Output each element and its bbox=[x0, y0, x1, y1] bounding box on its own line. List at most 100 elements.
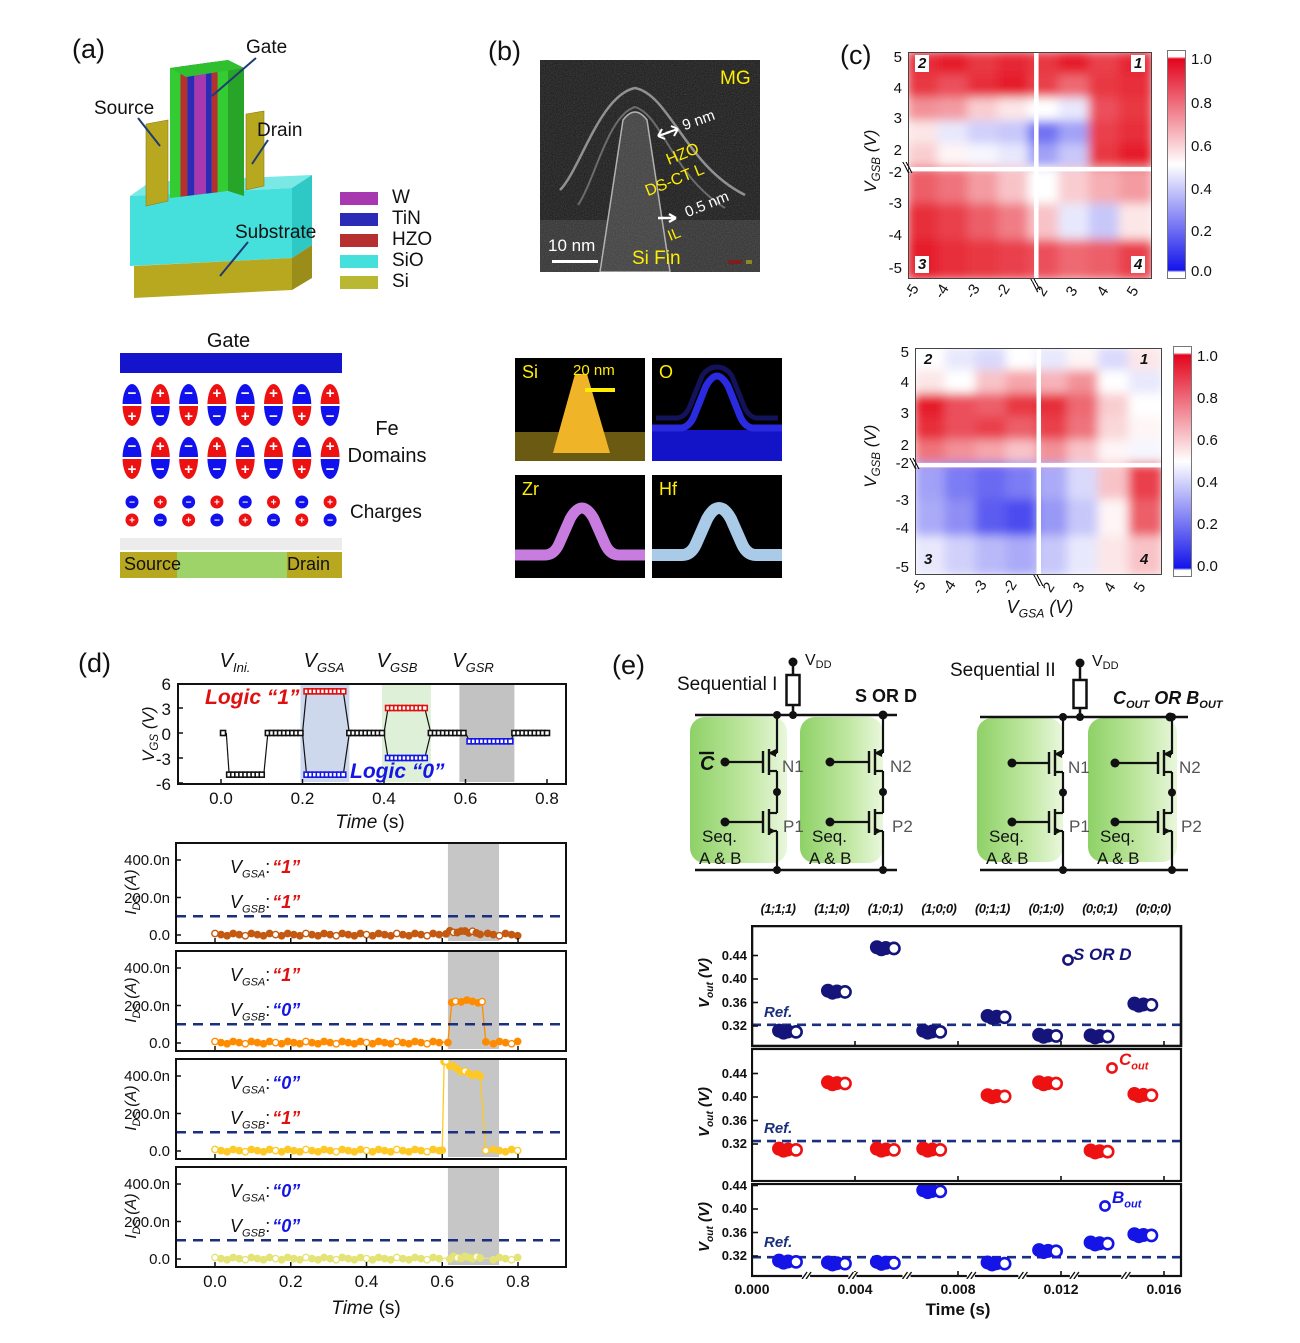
tem-image: MG 9 nm HZO DS-CT L 0.5 nm IL 10 nm Si Fin bbox=[540, 60, 760, 273]
wave-xtick: 0.2 bbox=[290, 789, 315, 808]
ids-marker bbox=[507, 1145, 516, 1154]
sio-front bbox=[130, 188, 292, 266]
wave-connector bbox=[342, 691, 350, 734]
sc-ytick: 0.44 bbox=[721, 947, 747, 963]
ids-marker bbox=[308, 1038, 316, 1047]
heatmap-cell bbox=[1058, 166, 1093, 208]
heatmap-cell bbox=[1005, 499, 1041, 540]
junction-dot bbox=[1168, 866, 1176, 874]
c-xtick: -5 bbox=[908, 577, 930, 598]
axis-break-mark bbox=[1069, 1271, 1076, 1279]
ids-marker bbox=[320, 1253, 328, 1262]
fe-sign: + bbox=[269, 438, 278, 455]
c-ytick: 3 bbox=[900, 405, 909, 422]
circuit-title: Sequential I bbox=[677, 674, 777, 695]
data-open-marker bbox=[933, 1024, 948, 1039]
gate-layer bbox=[187, 64, 195, 196]
wave-xtick: 0.0 bbox=[209, 789, 233, 808]
heatmap-cell bbox=[1128, 439, 1163, 467]
ids-marker bbox=[495, 1037, 504, 1046]
wave-marker bbox=[258, 771, 266, 778]
panel-e-label: (e) bbox=[612, 650, 645, 680]
heatmap-cell bbox=[1028, 97, 1063, 125]
c-xtick: -4 bbox=[931, 281, 953, 302]
fe-domain-schematic: Gate − + + − − + + − − + + − − + + − − + + − − + + − − + + − − + + − − + − +… bbox=[115, 325, 445, 585]
fe-sign: + bbox=[156, 438, 165, 455]
ids-marker bbox=[356, 1145, 365, 1154]
ids-marker bbox=[271, 1254, 280, 1263]
ids-marker bbox=[481, 1037, 490, 1046]
ids-marker bbox=[411, 929, 419, 938]
gate-leader bbox=[211, 57, 257, 97]
colorbar-tick: 0.6 bbox=[1197, 432, 1218, 449]
c-ytick: 5 bbox=[893, 49, 902, 66]
data-open-marker bbox=[997, 1010, 1012, 1025]
ids-marker bbox=[211, 929, 219, 938]
heatmap-cell bbox=[997, 51, 1032, 79]
phase-header-vgsa: VGSA bbox=[303, 650, 345, 675]
c-xtick: 5 bbox=[1130, 579, 1150, 596]
legend-swatch-HZO bbox=[340, 233, 378, 247]
ids-marker bbox=[229, 1037, 238, 1046]
ids-marker bbox=[217, 1038, 225, 1047]
fe-domain-half bbox=[179, 437, 199, 458]
heatmap-cell bbox=[1005, 535, 1041, 576]
fe-domain-half bbox=[235, 405, 255, 426]
axis-break-gap bbox=[902, 1272, 911, 1279]
fe-sign: − bbox=[326, 461, 335, 478]
ids-marker bbox=[344, 930, 353, 939]
ids-annotation-4: VGSA: “0” VGSB: “0” bbox=[230, 1181, 301, 1240]
legend-swatch-TiN bbox=[340, 212, 378, 226]
wave-marker bbox=[339, 688, 347, 695]
data-open-marker bbox=[838, 985, 852, 999]
fe-sign: − bbox=[213, 461, 222, 478]
colorbar bbox=[1173, 346, 1192, 577]
source-label: Source bbox=[94, 98, 154, 119]
heatmap-cell bbox=[1005, 439, 1041, 467]
heatmap-cell bbox=[1088, 166, 1123, 208]
ids-marker bbox=[289, 1254, 298, 1263]
ids-marker bbox=[265, 1145, 274, 1154]
si-mesa bbox=[553, 374, 610, 453]
ab-label: A & B bbox=[1097, 849, 1140, 868]
ab-label: A & B bbox=[986, 849, 1029, 868]
charge-dot bbox=[295, 495, 309, 509]
fe-domain-half bbox=[207, 384, 227, 405]
heatmap-svg bbox=[914, 347, 1163, 576]
fe-domain-half bbox=[150, 458, 170, 479]
ids-xtick: 0.6 bbox=[430, 1272, 455, 1291]
wave-marker bbox=[339, 771, 347, 778]
si-base-front bbox=[134, 258, 292, 298]
gate-layer bbox=[205, 62, 212, 194]
logic-1-label: Logic “1” bbox=[205, 686, 300, 709]
ids-marker bbox=[513, 931, 522, 940]
junction-dot bbox=[773, 866, 781, 874]
sc-xtick: 0.012 bbox=[1043, 1281, 1079, 1297]
colorbar-tick: 0.2 bbox=[1191, 223, 1212, 240]
si-base-side bbox=[292, 245, 312, 290]
fe-domain-half bbox=[179, 384, 199, 405]
heatmap-cell bbox=[967, 74, 1002, 102]
ids-marker bbox=[392, 929, 401, 938]
ids-marker bbox=[271, 930, 280, 939]
ids-marker bbox=[229, 929, 238, 938]
n2-label: N2 bbox=[890, 757, 912, 776]
heatmap-plot-1 bbox=[907, 51, 1153, 280]
junction-dot bbox=[1059, 713, 1067, 721]
wave-ytick: 6 bbox=[161, 675, 171, 694]
c-top-ylabel: VGSB (V) bbox=[860, 129, 884, 193]
fe-sign: + bbox=[128, 461, 137, 478]
charge-sign: + bbox=[299, 516, 305, 527]
charge-dot bbox=[267, 513, 280, 527]
state-header: (1;0;1) bbox=[867, 901, 903, 916]
ids-marker bbox=[308, 930, 316, 939]
heatmap-cell bbox=[914, 393, 949, 421]
axis-break-gap bbox=[848, 1272, 857, 1279]
fe-sign: − bbox=[269, 461, 278, 478]
source-leader bbox=[137, 117, 161, 147]
fe-domain-half bbox=[207, 405, 227, 426]
eds-label-Zr: Zr bbox=[522, 479, 539, 499]
legend-label: Si bbox=[392, 271, 409, 292]
read-band bbox=[447, 1167, 500, 1265]
data-open-marker bbox=[838, 1256, 852, 1271]
